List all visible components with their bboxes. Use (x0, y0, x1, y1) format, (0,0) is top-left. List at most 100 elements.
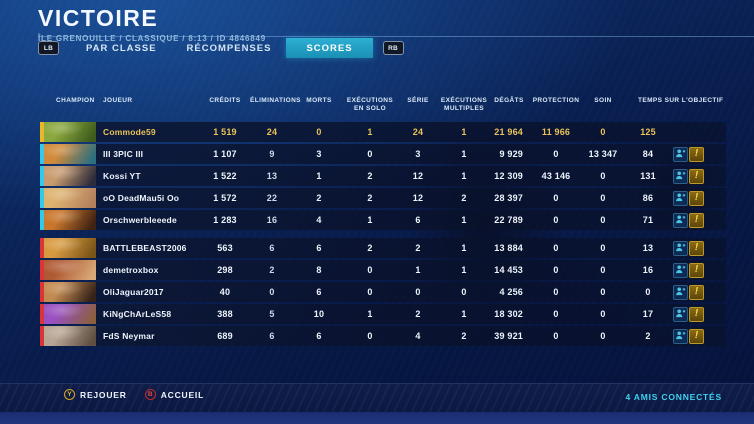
table-row[interactable]: KiNgChArLeS58 388 5 10 1 2 1 18 302 0 0 … (40, 304, 726, 324)
report-button[interactable]: ! (689, 240, 704, 256)
add-friend-button[interactable] (673, 146, 688, 162)
stat-protection: 11 966 (541, 127, 571, 137)
lb-bumper-badge[interactable]: LB (38, 41, 59, 55)
add-friend-button[interactable] (673, 328, 688, 344)
stat-credits: 1 519 (213, 127, 237, 137)
stat-protection: 0 (553, 215, 559, 225)
report-button[interactable]: ! (689, 284, 704, 300)
stat-executions-multiples: 1 (461, 215, 467, 225)
stat-protection: 43 146 (541, 171, 571, 181)
stat-executions-multiples: 2 (461, 331, 467, 341)
footer-bar (0, 383, 754, 413)
player-name: KiNgChArLeS58 (103, 309, 172, 319)
stat-executions-en-solo: 0 (367, 331, 373, 341)
stat-eliminations: 5 (269, 309, 275, 319)
stat-protection: 0 (553, 287, 559, 297)
table-row[interactable]: Orschwerbleeede 1 283 16 4 1 6 1 22 789 … (40, 210, 726, 230)
stat-credits: 388 (217, 309, 233, 319)
row-actions: ! (672, 284, 726, 300)
stat-degats: 39 921 (494, 331, 523, 341)
person-plus-icon (675, 241, 686, 256)
stat-serie: 12 (412, 193, 424, 203)
report-button[interactable]: ! (689, 168, 704, 184)
stat-executions-multiples: 1 (461, 309, 467, 319)
player-name: Kossi YT (103, 171, 141, 181)
y-button-icon: Y (64, 389, 75, 400)
add-friend-button[interactable] (673, 240, 688, 256)
stat-executions-en-solo: 0 (367, 149, 373, 159)
col-header-executions-en-solo: EXÉCUTIONS EN SOLO (346, 97, 394, 113)
friends-online-status: 4 AMIS CONNECTÉS (625, 392, 722, 402)
stat-temps-objectif: 17 (642, 309, 654, 319)
add-friend-button[interactable] (673, 190, 688, 206)
tab-recompenses[interactable]: RÉCOMPENSES (186, 42, 272, 54)
team-color-bar (40, 188, 44, 208)
stat-degats: 14 453 (494, 265, 523, 275)
table-row[interactable]: OliJaguar2017 40 0 6 0 0 0 4 256 0 0 0 ! (40, 282, 726, 302)
col-header-eliminations: ÉLIMINATIONS (250, 97, 301, 104)
stat-eliminations: 2 (269, 265, 275, 275)
table-row[interactable]: FdS Neymar 689 6 6 0 4 2 39 921 0 0 2 ! (40, 326, 726, 346)
stat-morts: 4 (316, 215, 322, 225)
stat-serie: 24 (412, 127, 424, 137)
table-row[interactable]: Commode59 1 519 24 0 1 24 1 21 964 11 96… (40, 122, 726, 142)
stat-soin: 0 (600, 331, 606, 341)
tab-scores[interactable]: SCORES (286, 38, 373, 58)
stat-degats: 13 884 (494, 243, 523, 253)
player-name: III 3PIC III (103, 149, 144, 159)
stat-protection: 0 (553, 149, 559, 159)
replay-button[interactable]: Y REJOUER (64, 389, 127, 400)
champion-avatar (44, 210, 96, 230)
col-header-executions-multiples: EXÉCUTIONS MULTIPLES (440, 97, 488, 113)
add-friend-button[interactable] (673, 284, 688, 300)
match-info-subtitle: ÎLE GRENOUILLE / CLASSIQUE / 8:13 / ID 4… (38, 34, 266, 43)
exclamation-icon: ! (694, 308, 699, 319)
bottom-accent-strip (0, 412, 754, 424)
rb-bumper-badge[interactable]: RB (382, 41, 404, 55)
exclamation-icon: ! (694, 286, 699, 297)
table-row[interactable]: III 3PIC III 1 107 9 3 0 3 1 9 929 0 13 … (40, 144, 726, 164)
stat-serie: 2 (415, 243, 421, 253)
exclamation-icon: ! (694, 148, 699, 159)
stat-executions-multiples: 2 (461, 193, 467, 203)
stat-serie: 6 (415, 215, 421, 225)
add-friend-button[interactable] (673, 306, 688, 322)
team-color-bar (40, 238, 44, 258)
champion-avatar (44, 238, 96, 258)
header-section: VICTOIRE ÎLE GRENOUILLE / CLASSIQUE / 8:… (38, 5, 266, 43)
add-friend-button[interactable] (673, 212, 688, 228)
tab-par-classe[interactable]: PAR CLASSE (86, 42, 157, 54)
stat-morts: 6 (316, 243, 322, 253)
add-friend-button[interactable] (673, 262, 688, 278)
footer-buttons: Y REJOUER B ACCUEIL (64, 389, 204, 400)
stat-temps-objectif: 125 (640, 127, 656, 137)
col-header-degats: DÉGÂTS (494, 97, 524, 104)
report-button[interactable]: ! (689, 190, 704, 206)
stat-temps-objectif: 2 (645, 331, 651, 341)
report-button[interactable]: ! (689, 328, 704, 344)
home-button[interactable]: B ACCUEIL (144, 389, 204, 400)
stat-degats: 28 397 (494, 193, 523, 203)
table-row[interactable]: Kossi YT 1 522 13 1 2 12 1 12 309 43 146… (40, 166, 726, 186)
stat-soin: 0 (600, 287, 606, 297)
add-friend-button[interactable] (673, 168, 688, 184)
report-button[interactable]: ! (689, 212, 704, 228)
stat-executions-multiples: 1 (461, 149, 467, 159)
stat-executions-en-solo: 2 (367, 193, 373, 203)
stat-executions-en-solo: 2 (367, 171, 373, 181)
champion-avatar (44, 304, 96, 324)
stat-temps-objectif: 0 (645, 287, 651, 297)
stat-soin: 0 (600, 171, 606, 181)
stat-soin: 0 (600, 127, 606, 137)
report-button[interactable]: ! (689, 146, 704, 162)
stat-temps-objectif: 16 (642, 265, 654, 275)
exclamation-icon: ! (694, 330, 699, 341)
stat-eliminations: 6 (269, 331, 275, 341)
report-button[interactable]: ! (689, 306, 704, 322)
report-button[interactable]: ! (689, 262, 704, 278)
table-row[interactable]: BATTLEBEAST2006 563 6 6 2 2 1 13 884 0 0… (40, 238, 726, 258)
stat-degats: 18 302 (494, 309, 523, 319)
table-row[interactable]: oO DeadMau5i Oo 1 572 22 2 2 12 2 28 397… (40, 188, 726, 208)
stat-credits: 689 (217, 331, 233, 341)
table-row[interactable]: demetroxbox 298 2 8 0 1 1 14 453 0 0 16 … (40, 260, 726, 280)
